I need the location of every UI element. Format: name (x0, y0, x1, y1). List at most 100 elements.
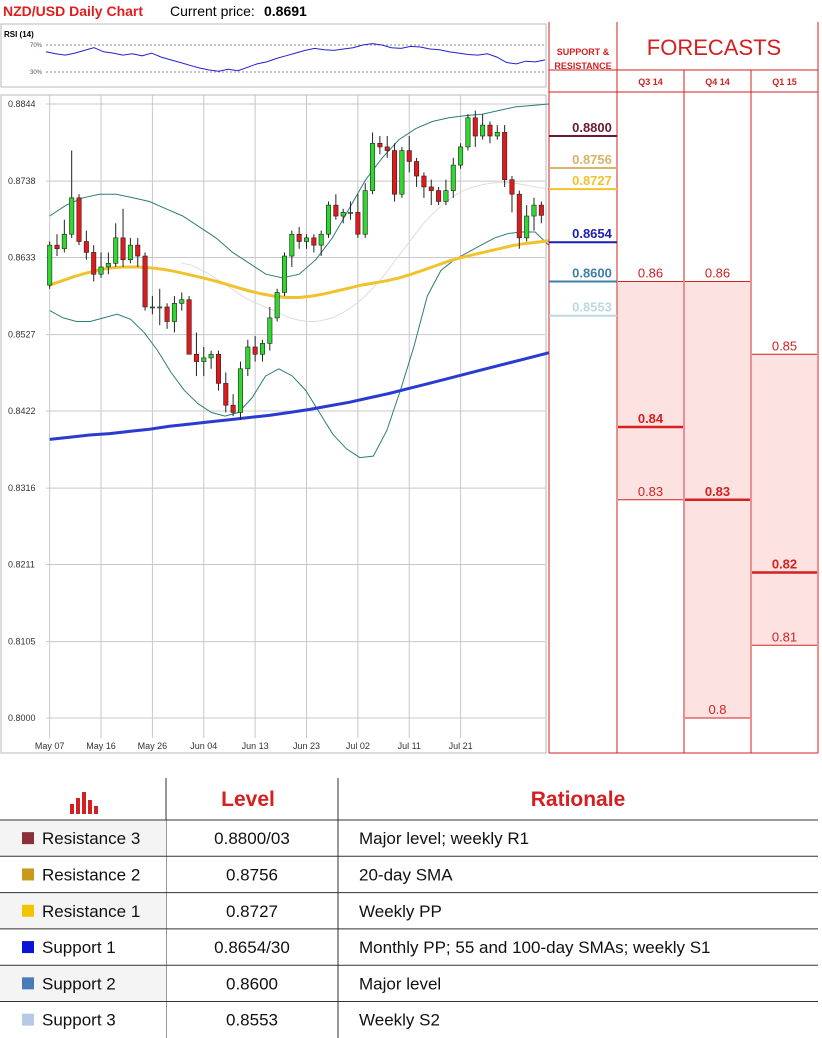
rsi-level-70: 70% (30, 43, 43, 49)
candle (370, 132, 376, 195)
candle (83, 230, 89, 260)
y-tick-label: 0.8211 (8, 560, 35, 570)
row-color-swatch (22, 941, 34, 954)
support-resistance-panel: SUPPORT & RESISTANCE 0.8800 0.8756 0.8727 0… (548, 22, 618, 753)
candle (289, 230, 295, 267)
candle (274, 288, 280, 322)
rsi-line (45, 43, 546, 72)
rsi-label: RSI (14) (4, 30, 34, 39)
candle (201, 346, 207, 377)
candle (164, 303, 170, 329)
row-name: Support 1 (42, 938, 116, 957)
candle (340, 208, 346, 224)
sr-level-label: 0.8756 (572, 152, 612, 167)
y-tick-label: 0.8422 (8, 406, 36, 416)
row-level: 0.8600 (226, 974, 278, 993)
sr-header-line2: RESISTANCE (554, 61, 611, 71)
candle (149, 296, 155, 315)
forecast-column: Q3 14 0.86 0.84 0.83 (618, 77, 683, 501)
forecast-range (752, 354, 817, 646)
candle (362, 183, 368, 238)
x-axis-ticks: May 07 May 16 May 26 Jun 04 Jun 13 Jun 23 Jul … (35, 741, 473, 751)
candle (538, 201, 544, 224)
price-panel: 0.8844 0.8738 0.8633 0.8527 0.8422 0.8316 0.82… (0, 94, 550, 754)
candle (421, 172, 427, 198)
row-name: Resistance 2 (42, 865, 140, 884)
candle (318, 230, 324, 257)
bollinger-lower-line (49, 231, 550, 459)
candle (120, 208, 126, 267)
candle (384, 136, 390, 158)
forecast-column: Q1 15 0.85 0.82 0.81 (752, 77, 817, 646)
y-tick-label: 0.8738 (8, 176, 36, 186)
bollinger-upper-line (49, 103, 549, 279)
candle (47, 241, 53, 289)
table-row: Resistance 3 0.8800/03 Major level; weekly… (0, 819, 818, 857)
chart-title: NZD/USD Daily Chart (3, 3, 143, 19)
x-tick-label: Jun 23 (293, 741, 320, 751)
forecast-mark-label: 0.81 (772, 629, 797, 644)
row-rationale: Major level; weekly R1 (359, 829, 529, 848)
candle (259, 339, 265, 362)
candle (127, 237, 133, 264)
candle (76, 194, 82, 246)
forecast-column-label: Q3 14 (638, 77, 663, 87)
bar-chart-icon (70, 792, 98, 814)
rsi-level-30: 30% (30, 70, 43, 76)
sr-header-line1: SUPPORT & (557, 47, 610, 57)
sma20-line (181, 182, 549, 322)
candle (392, 143, 398, 202)
row-rationale: Weekly PP (359, 902, 442, 921)
x-tick-label: May 26 (138, 741, 168, 751)
x-tick-label: Jul 02 (346, 741, 370, 751)
forecast-mark-label: 0.8 (708, 702, 726, 717)
row-color-swatch (22, 832, 34, 845)
candlesticks (47, 110, 544, 420)
candle (237, 361, 243, 420)
x-tick-label: May 07 (35, 741, 65, 751)
candle (142, 252, 148, 311)
x-tick-label: Jul 21 (449, 741, 473, 751)
sr-level-label: 0.8654 (572, 226, 613, 241)
row-rationale: 20-day SMA (359, 865, 453, 884)
sr-level: 0.8727 (549, 173, 617, 191)
y-tick-label: 0.8527 (8, 330, 36, 340)
row-level: 0.8654/30 (214, 938, 290, 957)
forecast-mark-label: 0.82 (772, 557, 797, 572)
candle (465, 114, 471, 151)
sr-level-label: 0.8553 (572, 300, 612, 315)
candle (215, 350, 221, 391)
candle (524, 205, 530, 242)
row-level: 0.8553 (226, 1011, 278, 1030)
table-row: Support 3 0.8553 Weekly S2 (0, 1001, 818, 1038)
candle (326, 201, 332, 238)
candle (223, 372, 229, 413)
row-name: Resistance 1 (42, 902, 140, 921)
sr-levels: 0.8800 0.8756 0.8727 0.8654 0.8600 0.8553 (549, 120, 617, 317)
candle (494, 125, 500, 140)
table-row: Support 1 0.8654/30 Monthly PP; 55 and 100… (0, 928, 818, 966)
row-rationale: Weekly S2 (359, 1011, 440, 1030)
forecast-columns: Q3 14 0.86 0.84 0.83 Q4 14 0.86 0.83 0.8 Q1 15 0.… (618, 77, 817, 719)
row-color-swatch (22, 904, 34, 917)
levels-table: Level Rationale Resistance 3 0.8800/03 Maj… (0, 772, 822, 1038)
candle (311, 234, 317, 253)
x-tick-label: Jun 04 (190, 741, 217, 751)
table-header-bg (0, 772, 822, 822)
candle (348, 201, 354, 220)
candle (69, 150, 75, 238)
forecast-mark-label: 0.86 (705, 266, 730, 281)
x-tick-label: May 16 (86, 741, 116, 751)
sr-level-label: 0.8800 (572, 120, 612, 135)
candle (399, 146, 405, 198)
candle (157, 288, 163, 326)
candle (487, 121, 493, 144)
candle (509, 176, 515, 213)
forecast-column-label: Q4 14 (705, 77, 730, 87)
candle (98, 252, 104, 278)
candle (531, 197, 537, 231)
candle (113, 223, 119, 267)
forecast-mark-label: 0.83 (705, 484, 730, 499)
row-name: Support 2 (42, 974, 116, 993)
